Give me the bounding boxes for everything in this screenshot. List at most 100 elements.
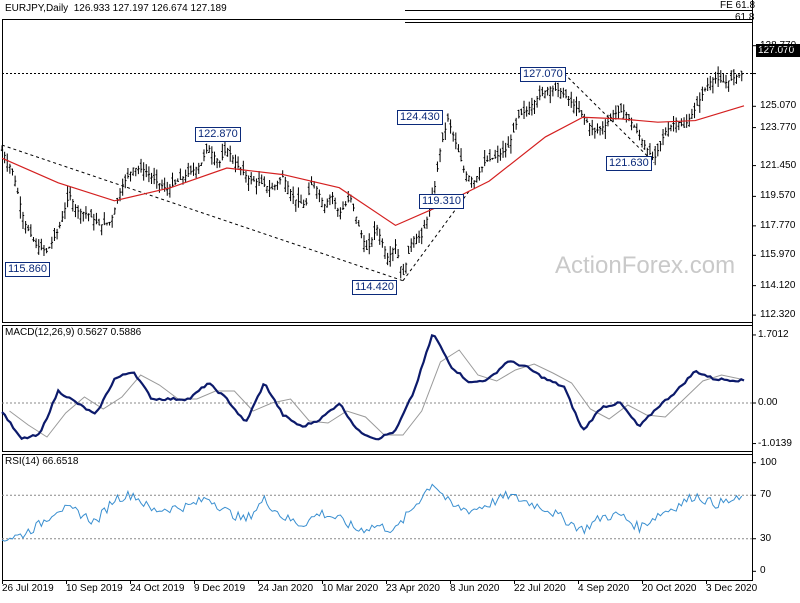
price-bar [735, 74, 738, 84]
price-bar [711, 77, 715, 94]
price-bar [250, 172, 253, 185]
price-bar [444, 122, 447, 141]
date-tick-label: 8 Jun 2020 [450, 583, 500, 594]
price-bar [410, 238, 413, 253]
price-bar [667, 121, 670, 137]
price-bar [664, 127, 667, 136]
rsi-title: RSI(14) 66.6518 [5, 456, 79, 467]
date-tick-label: 10 Sep 2019 [66, 583, 123, 594]
price-bar [407, 245, 410, 255]
price-bar [129, 171, 132, 182]
price-bar [71, 198, 75, 212]
price-bar [491, 157, 494, 160]
price-bar [142, 162, 145, 181]
price-bar [402, 263, 405, 276]
macd-tick-label: 0.00 [758, 397, 778, 408]
price-tick-label: 115.970 [760, 249, 796, 261]
price-bar [695, 96, 699, 106]
rsi-tick-label: 0 [760, 565, 766, 577]
date-tick-label: 3 Dec 2020 [706, 583, 758, 594]
price-bar [604, 119, 607, 139]
price-bar [682, 117, 686, 128]
price-bar [179, 168, 182, 181]
price-bar [48, 246, 51, 249]
price-bar [76, 205, 80, 219]
price-bar [737, 74, 741, 78]
rsi-tick-label: 30 [760, 532, 772, 544]
price-bar [564, 89, 568, 99]
price-bar [507, 136, 510, 148]
price-bar [669, 124, 673, 132]
price-bar [284, 176, 287, 192]
price-bar [417, 230, 421, 243]
price-bar [357, 220, 360, 227]
price-bar [268, 180, 271, 197]
price-bar [709, 75, 712, 91]
price-bar [412, 236, 416, 248]
price-bar [40, 238, 43, 251]
moving-average-line [1, 105, 745, 227]
price-bar [436, 161, 439, 172]
price-bar [150, 172, 153, 184]
price-bar [239, 167, 242, 176]
price-bar [593, 127, 597, 139]
price-bar [719, 70, 722, 83]
price-annotation: 122.870 [195, 127, 241, 143]
price-bar [113, 207, 116, 215]
price-bar [509, 134, 513, 154]
price-bar [331, 191, 334, 205]
price-bar [173, 179, 177, 185]
price-bar [74, 204, 77, 218]
date-tick-label: 24 Oct 2019 [130, 583, 185, 594]
price-bar [528, 101, 531, 115]
price-bar [276, 180, 279, 190]
price-bar [315, 186, 318, 199]
price-bar [97, 218, 101, 226]
panel-frame-2 [2, 454, 753, 581]
price-bar [740, 70, 743, 82]
date-tick-label: 9 Dec 2019 [194, 583, 246, 594]
date-tick-label: 10 Mar 2020 [322, 583, 379, 594]
price-bar [425, 216, 429, 229]
price-bar [680, 118, 683, 127]
price-bar [333, 197, 337, 210]
price-bar [205, 143, 208, 154]
price-bar [310, 176, 313, 186]
price-bar [643, 140, 646, 150]
price-bar [252, 176, 256, 182]
price-bar [215, 157, 219, 169]
rsi-tick-label: 100 [760, 456, 777, 468]
price-bar [457, 144, 460, 153]
price-bar [451, 131, 455, 142]
date-tick-label: 4 Sep 2020 [578, 583, 630, 594]
price-bar [622, 104, 625, 119]
price-bar [446, 113, 450, 122]
price-tick-label: 128.770 [760, 39, 797, 51]
price-bar [265, 185, 269, 194]
price-bar [53, 228, 56, 241]
price-bar [674, 117, 678, 133]
price-bar [8, 163, 12, 174]
price-bar [433, 180, 437, 194]
price-bar [567, 95, 570, 107]
price-bar [525, 106, 528, 117]
price-bar [580, 110, 583, 118]
price-bar [137, 165, 140, 175]
price-annotation: 121.630 [606, 155, 652, 171]
price-bar [139, 158, 143, 173]
price-bar [247, 175, 250, 191]
date-tick-label: 26 Jul 2019 [2, 583, 54, 594]
price-bar [105, 222, 109, 226]
price-bar [184, 169, 187, 183]
price-tick-label: 112.320 [760, 309, 796, 321]
price-bar [591, 119, 594, 136]
price-bar [0, 145, 4, 152]
price-bar [45, 247, 48, 254]
price-bar [3, 151, 6, 164]
price-bar [305, 198, 308, 206]
price-bar [486, 155, 489, 162]
price-bar [208, 145, 211, 153]
price-bar [449, 119, 452, 134]
price-bar [617, 105, 620, 120]
